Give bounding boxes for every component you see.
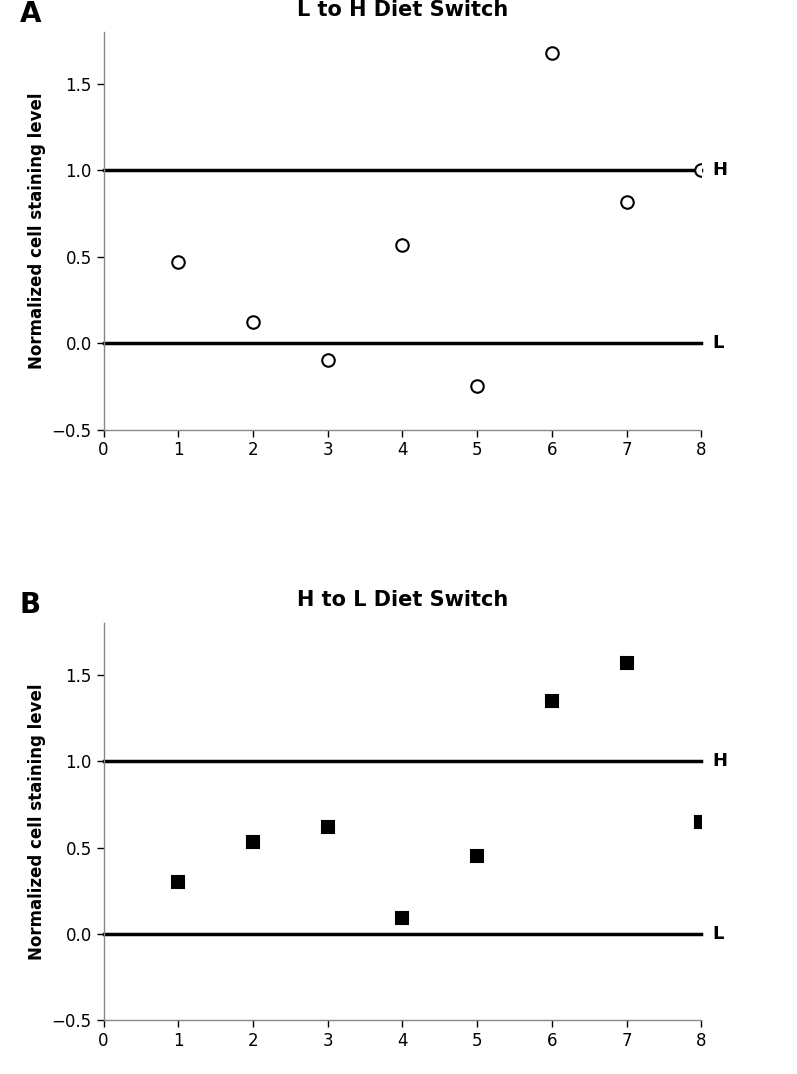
Text: H: H xyxy=(713,752,728,770)
Text: L: L xyxy=(713,925,724,943)
Title: H to L Diet Switch: H to L Diet Switch xyxy=(296,591,508,610)
Text: B: B xyxy=(20,591,41,619)
Text: L: L xyxy=(713,334,724,352)
Text: A: A xyxy=(20,0,41,28)
Title: L to H Diet Switch: L to H Diet Switch xyxy=(296,0,508,19)
Text: H: H xyxy=(713,161,728,179)
Y-axis label: Normalized cell staining level: Normalized cell staining level xyxy=(28,683,46,960)
Y-axis label: Normalized cell staining level: Normalized cell staining level xyxy=(28,92,46,369)
